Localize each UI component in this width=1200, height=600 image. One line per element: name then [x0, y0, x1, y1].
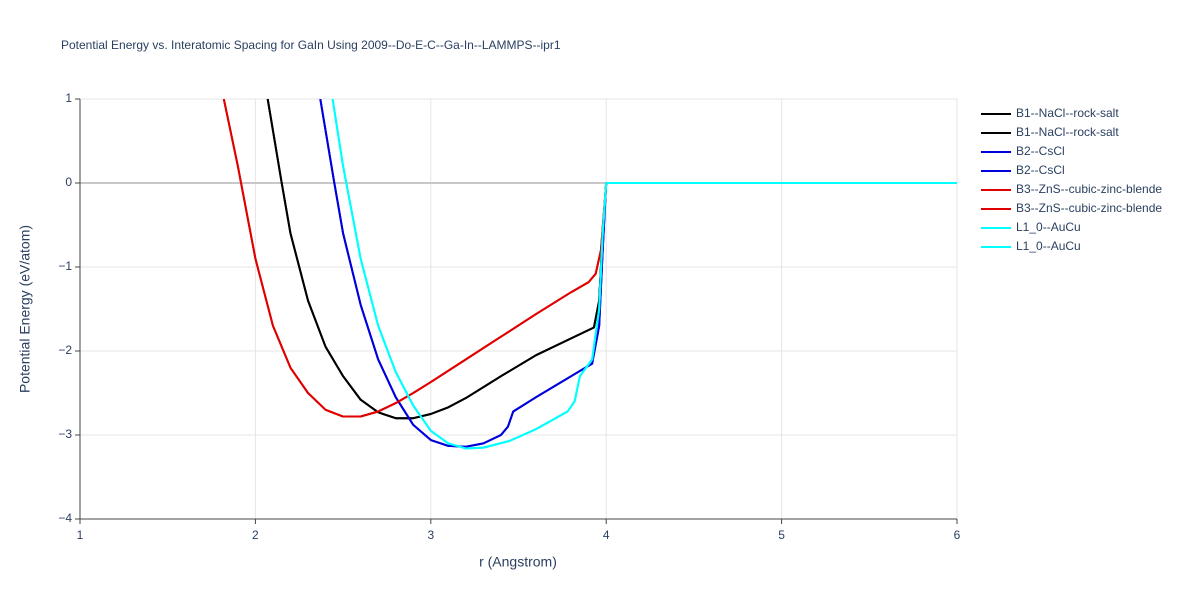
x-tick-label: 6 [954, 528, 961, 542]
series-line [331, 99, 957, 450]
x-tick-label: 4 [603, 528, 610, 542]
legend-label: B1--NaCl--rock-salt [1016, 106, 1119, 120]
legend-label: B3--ZnS--cubic-zinc-blende [1016, 182, 1162, 196]
legend-label: B3--ZnS--cubic-zinc-blende [1016, 201, 1162, 215]
y-tick-label: 0 [65, 175, 72, 189]
plot-area [222, 99, 957, 450]
chart-title: Potential Energy vs. Interatomic Spacing… [61, 38, 561, 52]
y-axis-label: Potential Energy (eV/atom) [17, 225, 33, 393]
y-tick-label: −4 [58, 511, 72, 525]
series-line [222, 99, 957, 418]
legend-label: B2--CsCl [1016, 144, 1065, 158]
y-tick-label: −2 [58, 343, 72, 357]
legend-label: B2--CsCl [1016, 163, 1065, 177]
series-line [222, 99, 957, 418]
y-tick-label: −3 [58, 427, 72, 441]
y-tick-label: −1 [58, 259, 72, 273]
series-line [319, 99, 957, 448]
series-line [266, 99, 957, 420]
x-tick-label: 2 [252, 528, 259, 542]
x-tick-label: 5 [778, 528, 785, 542]
series-line [266, 99, 957, 420]
legend-label: B1--NaCl--rock-salt [1016, 125, 1119, 139]
legend-label: L1_0--AuCu [1016, 220, 1081, 234]
x-tick-label: 3 [427, 528, 434, 542]
y-tick-label: 1 [65, 91, 72, 105]
x-tick-label: 1 [77, 528, 84, 542]
grid: 1 2 3 4 5 6 −4 −3 −2 −1 0 1 [58, 91, 960, 542]
x-axis-label: r (Angstrom) [479, 554, 557, 570]
series-line [319, 99, 957, 448]
series-line [331, 99, 957, 450]
legend: B1--NaCl--rock-salt B1--NaCl--rock-salt B2… [981, 106, 1162, 253]
legend-label: L1_0--AuCu [1016, 239, 1081, 253]
